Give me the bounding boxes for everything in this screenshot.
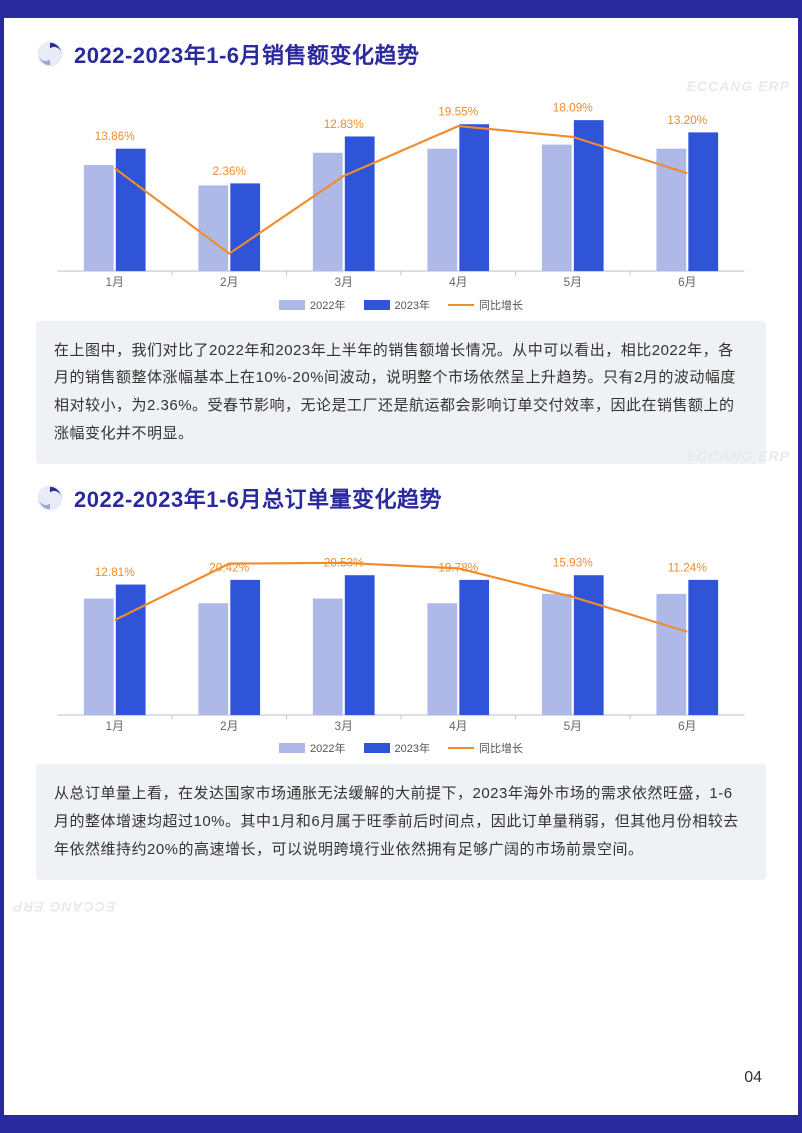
svg-text:13.20%: 13.20% bbox=[667, 113, 708, 127]
svg-text:6月: 6月 bbox=[678, 275, 696, 289]
svg-text:1月: 1月 bbox=[106, 275, 124, 289]
watermark: ECCANG ERP bbox=[12, 899, 115, 915]
chart-sales: 1月 2月 3月 4月 5月 6月 13.86% 2.36% 12.83% 19.55% 18.09… bbox=[36, 80, 766, 313]
legend-item-line: 同比增长 bbox=[448, 297, 523, 313]
svg-text:18.09%: 18.09% bbox=[553, 101, 594, 115]
svg-text:12.81%: 12.81% bbox=[95, 565, 136, 579]
legend-item-line: 同比增长 bbox=[448, 740, 523, 756]
svg-text:5月: 5月 bbox=[564, 275, 582, 289]
svg-text:4月: 4月 bbox=[449, 719, 467, 733]
svg-text:19.78%: 19.78% bbox=[438, 560, 479, 574]
legend-item-2022: 2022年 bbox=[279, 740, 345, 756]
svg-text:2.36%: 2.36% bbox=[213, 164, 247, 178]
chart-svg: 1月 2月 3月 4月 5月 6月 13.86% 2.36% 12.83% 19.55% 18.09… bbox=[36, 80, 766, 295]
page-frame: ECCANG ERP ECCANG ERP ECCANG ERP 2022-20… bbox=[0, 0, 802, 1133]
svg-text:15.93%: 15.93% bbox=[553, 555, 594, 569]
svg-text:2月: 2月 bbox=[220, 719, 238, 733]
svg-text:6月: 6月 bbox=[678, 719, 696, 733]
swirl-bullet-icon bbox=[36, 40, 64, 68]
svg-text:5月: 5月 bbox=[564, 719, 582, 733]
svg-text:11.24%: 11.24% bbox=[668, 560, 708, 574]
svg-text:4月: 4月 bbox=[449, 275, 467, 289]
svg-text:12.83%: 12.83% bbox=[324, 117, 365, 131]
swirl-bullet-icon bbox=[36, 484, 64, 512]
heading-sales: 2022-2023年1-6月销售额变化趋势 bbox=[36, 38, 766, 70]
legend-item-2023: 2023年 bbox=[364, 740, 430, 756]
chart-orders: 1月 2月 3月 4月 5月 6月 12.81% 20.42% 20.53% 19.78% 15.9… bbox=[36, 524, 766, 757]
svg-text:20.53%: 20.53% bbox=[324, 555, 365, 569]
svg-text:3月: 3月 bbox=[335, 719, 353, 733]
section-sales: 2022-2023年1-6月销售额变化趋势 1月 2月 3月 4月 5月 6月 13.86%… bbox=[36, 38, 766, 464]
svg-text:2月: 2月 bbox=[220, 275, 238, 289]
svg-text:1月: 1月 bbox=[106, 719, 124, 733]
svg-text:13.86%: 13.86% bbox=[95, 129, 136, 143]
legend-orders: 2022年 2023年 同比增长 bbox=[36, 740, 766, 756]
section-orders: 2022-2023年1-6月总订单量变化趋势 1月 2月 3月 4月 5月 6月 12.81… bbox=[36, 482, 766, 880]
svg-text:3月: 3月 bbox=[335, 275, 353, 289]
legend-item-2023: 2023年 bbox=[364, 297, 430, 313]
page-number: 04 bbox=[744, 1069, 762, 1087]
svg-text:20.42%: 20.42% bbox=[209, 560, 250, 574]
heading-text: 2022-2023年1-6月总订单量变化趋势 bbox=[74, 482, 442, 514]
legend-item-2022: 2022年 bbox=[279, 297, 345, 313]
svg-text:19.55%: 19.55% bbox=[438, 105, 479, 119]
chart-svg: 1月 2月 3月 4月 5月 6月 12.81% 20.42% 20.53% 19.78% 15.9… bbox=[36, 524, 766, 739]
caption-sales: 在上图中，我们对比了2022年和2023年上半年的销售额增长情况。从中可以看出，… bbox=[36, 321, 766, 464]
legend-sales: 2022年 2023年 同比增长 bbox=[36, 297, 766, 313]
heading-orders: 2022-2023年1-6月总订单量变化趋势 bbox=[36, 482, 766, 514]
caption-orders: 从总订单量上看，在发达国家市场通胀无法缓解的大前提下，2023年海外市场的需求依… bbox=[36, 764, 766, 879]
heading-text: 2022-2023年1-6月销售额变化趋势 bbox=[74, 38, 420, 70]
